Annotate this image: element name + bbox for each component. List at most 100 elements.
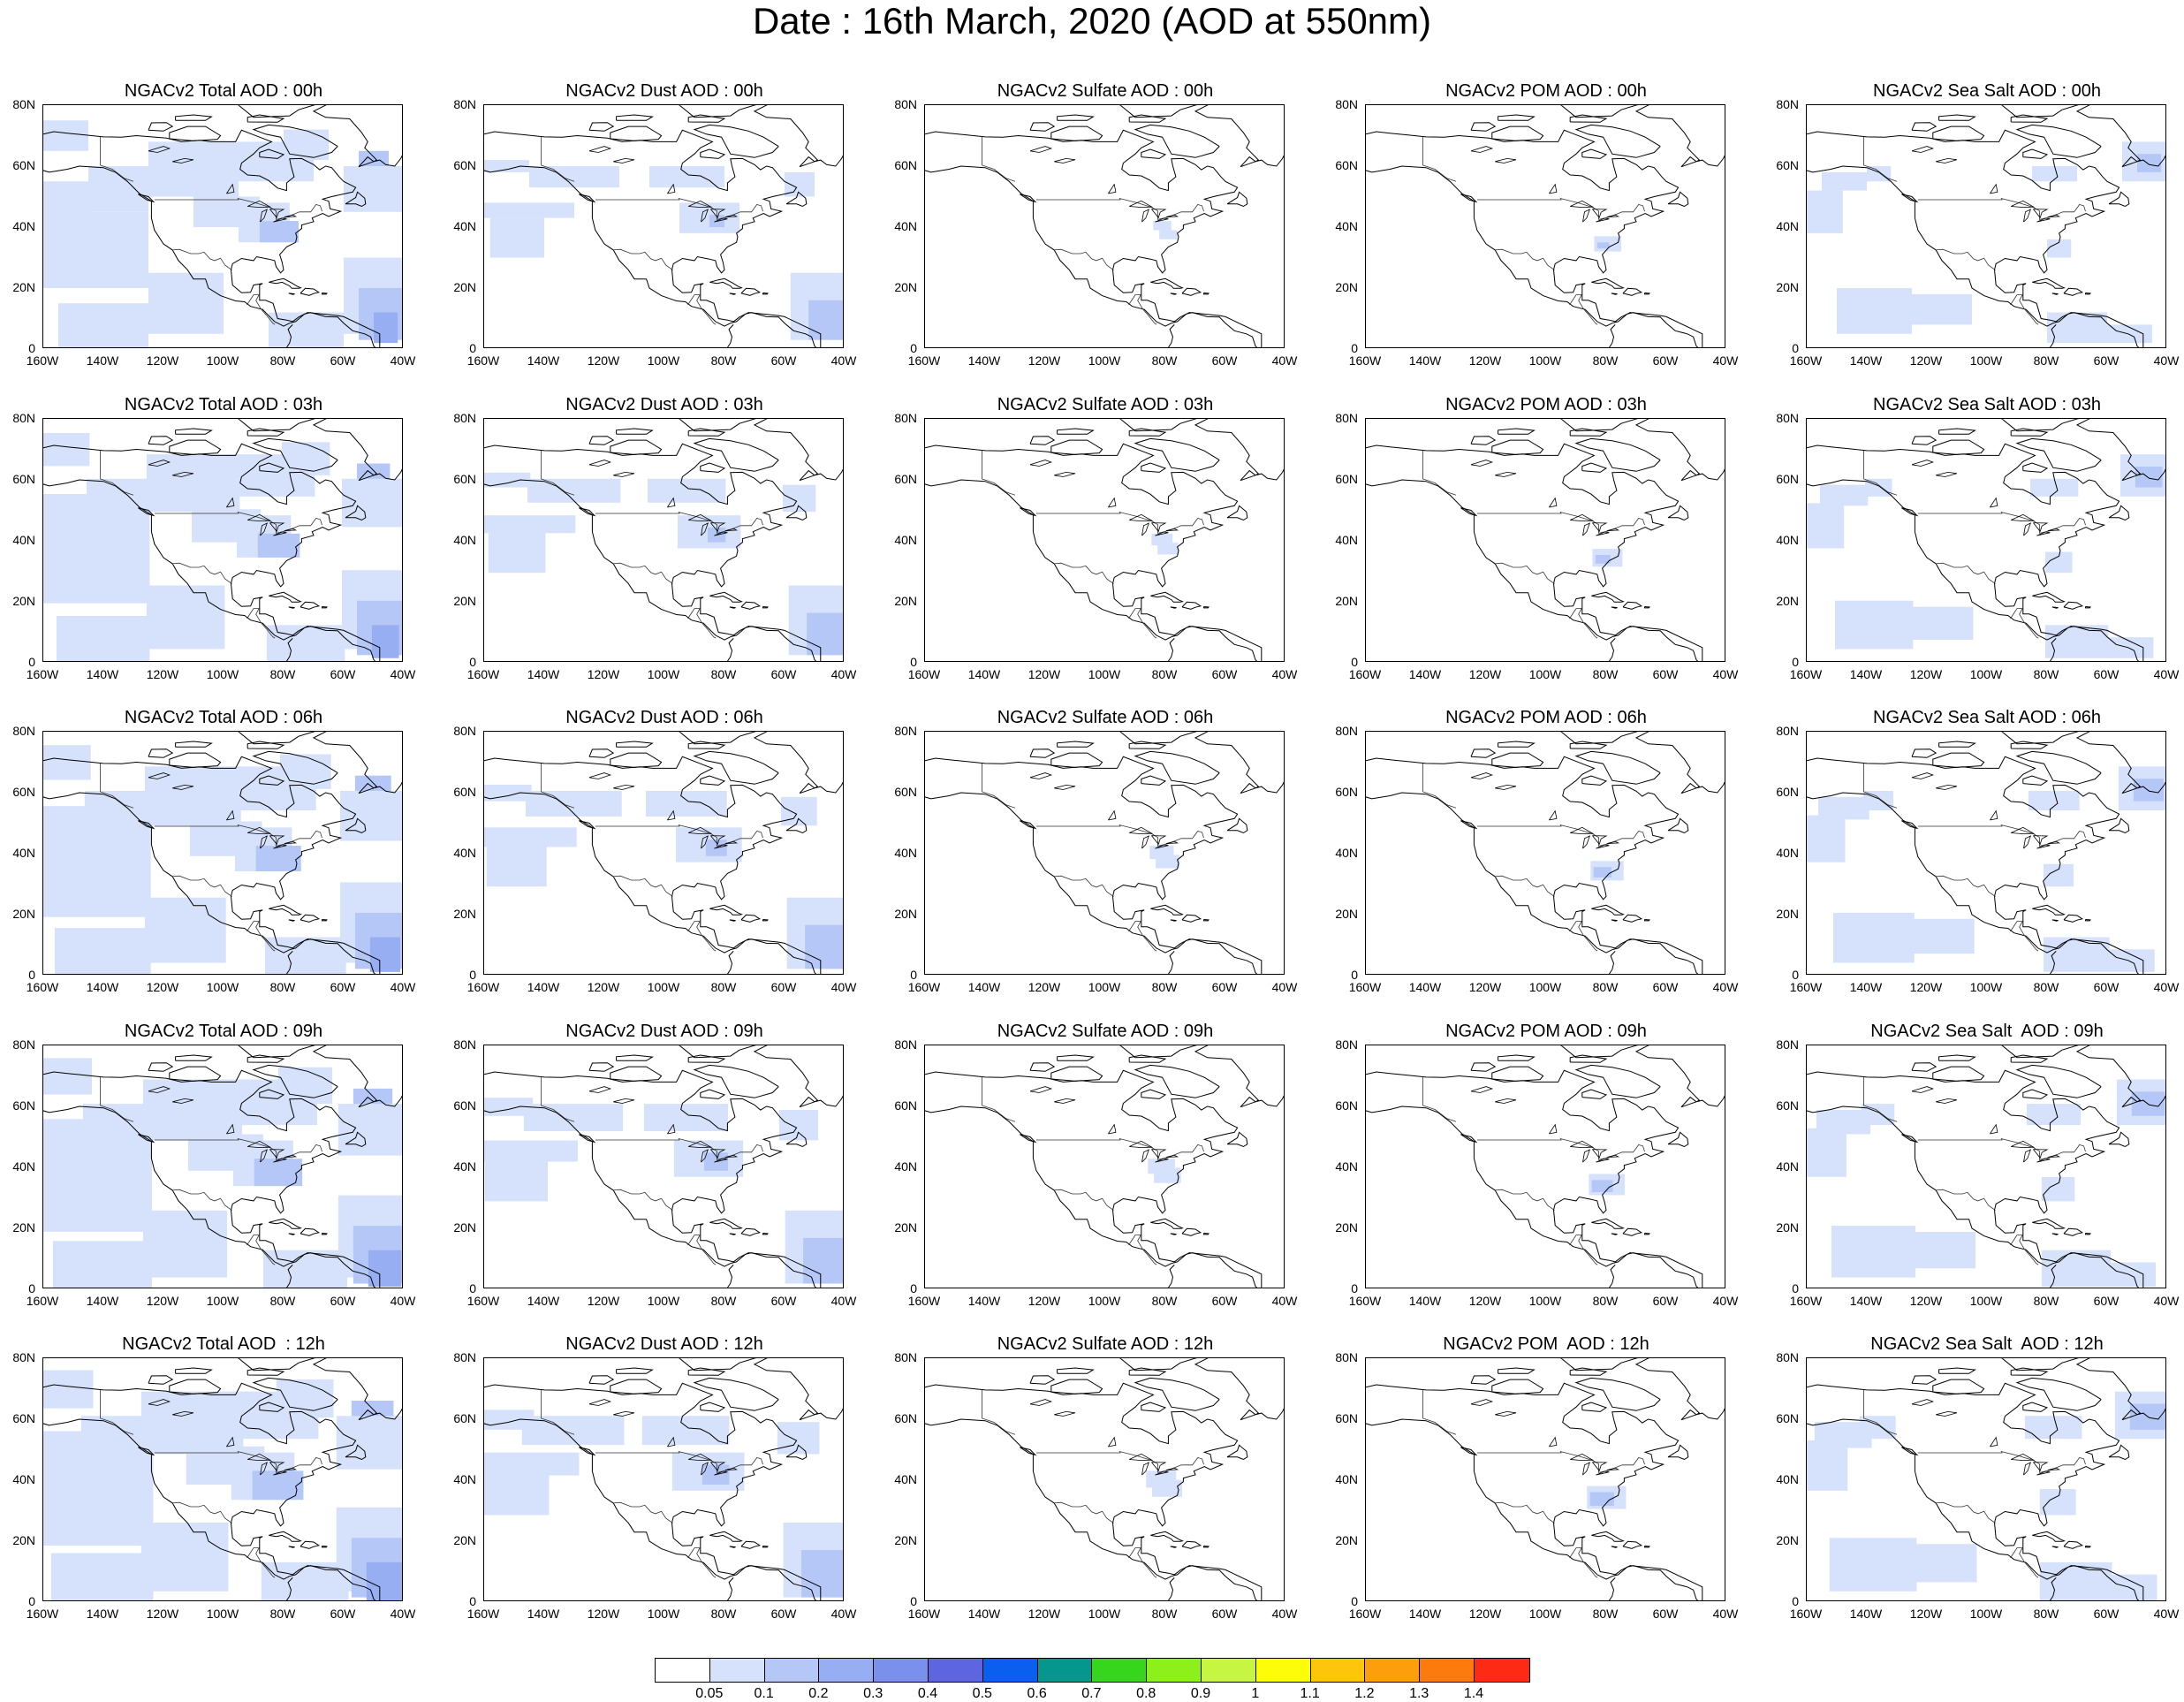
- aod-map: [1807, 1358, 2165, 1600]
- coastline: [753, 1358, 843, 1421]
- map-panel: NGACv2 Sea Salt AOD : 00h 80N 60N 40N 20N 0 16…: [1769, 81, 2184, 382]
- aod-cell: [808, 300, 843, 340]
- lake-outline: [1596, 531, 1610, 536]
- aod-cell: [484, 514, 576, 533]
- lon-tick-label: 60W: [2093, 1293, 2120, 1308]
- lat-tick-label: 40N: [12, 1159, 35, 1174]
- coastline: [484, 443, 822, 661]
- lat-tick-label: 20N: [1776, 593, 1799, 608]
- coastline: [288, 605, 295, 609]
- coastline: [252, 124, 338, 158]
- aod-cell: [43, 836, 151, 917]
- coastline: [2085, 919, 2091, 922]
- lon-tick-label: 160W: [907, 353, 941, 368]
- lake-outline: [1151, 1148, 1167, 1159]
- lake-outline: [1470, 459, 1494, 467]
- coastline: [1911, 748, 1938, 758]
- border-line: [1917, 198, 2086, 220]
- border-line: [1128, 607, 1157, 638]
- coastline: [2075, 1045, 2165, 1107]
- coastline: [1134, 437, 1220, 472]
- coastline: [259, 1402, 285, 1412]
- lon-tick-label: 80W: [710, 1293, 737, 1308]
- lon-tick-label: 100W: [1088, 1607, 1121, 1621]
- lake-outline: [1165, 214, 1179, 217]
- coastline: [740, 1227, 762, 1236]
- coastline: [2010, 1053, 2049, 1063]
- coastline: [1611, 605, 1618, 609]
- lake-outline: [269, 1462, 285, 1472]
- coastline: [1667, 817, 1689, 834]
- coastline: [2015, 1064, 2102, 1098]
- aod-cell: [525, 790, 622, 817]
- coastline: [288, 919, 295, 922]
- lake-outline: [1936, 1410, 1958, 1417]
- aod-cell: [1151, 533, 1173, 545]
- aod-map: [925, 1358, 1284, 1600]
- lon-tick-label: 100W: [1528, 1293, 1562, 1308]
- aod-cell: [2044, 624, 2109, 658]
- lake-outline: [1470, 1085, 1494, 1093]
- coastline: [1366, 1418, 1699, 1600]
- aod-cell: [88, 166, 148, 212]
- coastline: [1667, 1444, 1689, 1461]
- colorbar-swatch: [819, 1659, 875, 1682]
- colorbar-swatch: [1092, 1659, 1148, 1682]
- border-line: [982, 136, 1016, 182]
- lake-outline: [2036, 531, 2051, 536]
- lon-tick-label: 60W: [1652, 353, 1679, 368]
- lake-outline: [148, 1399, 171, 1406]
- coastline: [1141, 775, 1167, 786]
- lat-tick-label: 20N: [1776, 1533, 1799, 1547]
- coastline: [925, 1382, 1263, 1600]
- coastline: [1611, 919, 1618, 922]
- colorbar-swatch: [1310, 1659, 1366, 1682]
- aod-cell: [58, 303, 148, 347]
- lake-outline: [688, 1140, 713, 1148]
- lake-outline: [588, 146, 612, 153]
- lon-tick-label: 40W: [2153, 666, 2180, 681]
- coastline: [1141, 148, 1167, 159]
- coastline: [579, 506, 596, 516]
- lon-tick-label: 140W: [527, 1293, 560, 1308]
- panel-title: NGACv2 POM AOD : 12h: [1443, 1334, 1649, 1354]
- coastline: [2010, 1367, 2049, 1376]
- lake-outline: [710, 209, 726, 219]
- coastline: [1498, 114, 1536, 121]
- map-panel: NGACv2 Total AOD : 12h 80N 60N 40N 20N 0 160W 1…: [5, 1334, 445, 1635]
- coastline: [1569, 427, 1608, 437]
- coastline: [1911, 122, 1938, 132]
- coastline: [345, 504, 367, 520]
- coastline: [1581, 1088, 1608, 1099]
- coastline: [925, 478, 1258, 661]
- lake-outline: [247, 826, 272, 835]
- coastline: [1591, 904, 1625, 916]
- coastline: [1128, 741, 1167, 749]
- coastline: [1807, 443, 2144, 661]
- lake-outline: [2036, 1470, 2051, 1476]
- lon-tick-label: 80W: [2033, 1607, 2059, 1621]
- coastline: [1170, 1232, 1177, 1235]
- coastline: [693, 1064, 779, 1098]
- coastline: [43, 1382, 381, 1600]
- lake-outline: [1029, 1399, 1053, 1406]
- lon-tick-label: 120W: [1468, 666, 1502, 681]
- coastline: [1644, 293, 1650, 295]
- coastline: [2032, 591, 2066, 603]
- lake-outline: [273, 1470, 287, 1476]
- lon-tick-label: 100W: [647, 1607, 680, 1621]
- coastline: [1029, 748, 1056, 758]
- lon-tick-label: 120W: [1028, 980, 1061, 994]
- coastline: [2022, 1402, 2049, 1412]
- lon-tick-label: 40W: [2153, 353, 2180, 368]
- lake-outline: [1470, 772, 1494, 779]
- lake-outline: [1936, 471, 1958, 477]
- border-line: [171, 1189, 232, 1211]
- lake-outline: [714, 1470, 728, 1476]
- coastline: [1203, 1546, 1210, 1548]
- lat-tick-label: 60N: [1335, 785, 1358, 799]
- border-line: [1917, 824, 2086, 847]
- lake-outline: [710, 1462, 726, 1472]
- lat-tick-label: 80N: [453, 97, 476, 111]
- aod-cell: [43, 745, 91, 780]
